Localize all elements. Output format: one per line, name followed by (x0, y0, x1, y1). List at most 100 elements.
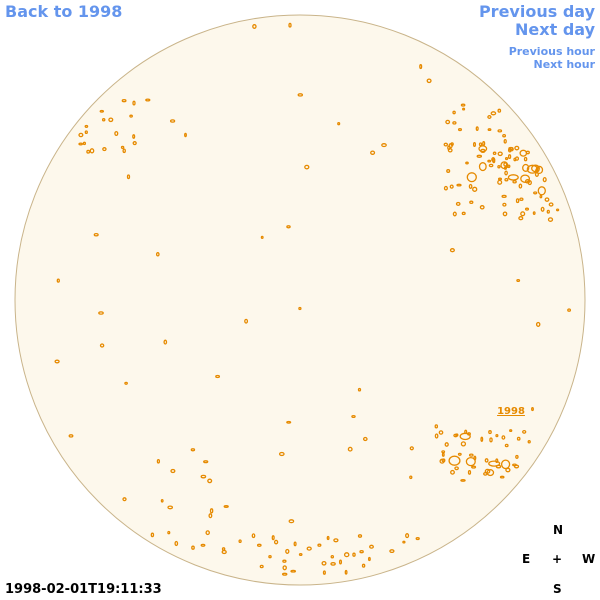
contour-blob (455, 201, 461, 206)
contour-blob (389, 549, 395, 554)
contour-blob (460, 441, 467, 447)
contour-blob (99, 343, 105, 348)
contour-blob (434, 424, 439, 429)
contour-blob (359, 550, 364, 554)
compass-west: W (582, 552, 596, 566)
contour-blob (567, 308, 572, 312)
contour-blob (150, 532, 155, 538)
compass-south: S (553, 582, 562, 596)
contour-blob (256, 543, 262, 547)
contour-blob (259, 564, 264, 569)
solar-disk (14, 14, 586, 586)
contour-blob (478, 145, 488, 153)
contour-blob (497, 164, 501, 169)
contour-blob (472, 141, 477, 148)
contour-blob (200, 543, 206, 547)
contour-blob (362, 436, 368, 442)
contour-blob (288, 519, 295, 524)
back-to-year-link[interactable]: Back to 1998 (5, 2, 123, 21)
contour-blob (439, 458, 445, 464)
contour-blob (321, 560, 327, 566)
contour-blob (443, 142, 449, 147)
contour-blob (501, 194, 507, 199)
contour-blob (535, 321, 541, 327)
contour-blob (184, 132, 187, 138)
contour-blob (129, 114, 133, 118)
contour-blob (409, 475, 413, 480)
contour-blob (516, 436, 521, 441)
contour-blob (89, 148, 95, 154)
contour-blob (120, 145, 125, 150)
contour-blob (126, 174, 131, 180)
contour-blob (207, 478, 213, 484)
contour-blob (215, 374, 221, 379)
contour-blob (281, 572, 288, 576)
contour-blob (419, 64, 423, 70)
observation-timestamp: 1998-02-01T19:11:33 (5, 582, 162, 597)
contour-blob (170, 468, 176, 474)
contour-blob (464, 429, 468, 435)
contour-blob (465, 456, 476, 467)
contour-blob (402, 540, 406, 544)
contour-blob (191, 545, 195, 550)
contour-blob (527, 440, 531, 444)
contour-blob (446, 169, 451, 173)
contour-blob (155, 252, 160, 257)
contour-blob (540, 206, 545, 212)
contour-blob (461, 211, 466, 216)
next-day-link[interactable]: Next day (515, 20, 595, 39)
contour-blob (488, 163, 494, 168)
contour-blob (286, 225, 291, 229)
contour-blob (167, 505, 174, 510)
contour-blob (114, 130, 119, 137)
contour-blob (98, 311, 104, 315)
contour-blob (251, 533, 256, 539)
contour-blob (330, 554, 335, 559)
contour-blob (306, 546, 312, 551)
contour-blob (500, 459, 511, 470)
contour-blob (278, 451, 285, 457)
contour-blob (471, 465, 477, 469)
contour-blob (520, 211, 526, 217)
contour-blob (514, 156, 520, 161)
previous-day-link[interactable]: Previous day (478, 2, 595, 21)
contour-blob (252, 24, 257, 29)
contour-blob (497, 151, 503, 157)
contour-blob (434, 433, 439, 439)
next-hour-link[interactable]: Next hour (533, 58, 596, 71)
contour-blob (468, 183, 473, 189)
contour-blob (221, 549, 227, 555)
compass-center: + (552, 552, 563, 566)
contour-blob (357, 387, 362, 392)
contour-blob (122, 148, 126, 154)
contour-blob (488, 460, 501, 467)
contour-blob (304, 164, 310, 170)
contour-blob (322, 570, 326, 575)
contour-blob (167, 530, 171, 535)
contour-blob (54, 359, 60, 364)
contour-blob (78, 142, 84, 146)
contour-blob (93, 232, 99, 237)
contour-blob (282, 559, 287, 563)
contour-blob (209, 508, 214, 514)
contour-blob (405, 533, 410, 539)
contour-blob (68, 434, 74, 438)
contour-blob (438, 430, 444, 435)
contour-blob (495, 433, 499, 438)
contour-blob (502, 211, 508, 217)
contour-blob (330, 562, 336, 566)
compass-north: N (553, 523, 564, 537)
previous-hour-link[interactable]: Previous hour (508, 45, 595, 58)
contour-blob (203, 460, 209, 464)
contour-blob (121, 99, 127, 103)
contour-blob (486, 469, 495, 477)
contour-blob (537, 186, 546, 196)
contour-blob (525, 150, 530, 155)
contour-blob (84, 124, 89, 128)
contour-blob (452, 211, 457, 217)
contour-blob (381, 143, 387, 148)
contour-blob (457, 128, 463, 132)
contour-blob (518, 216, 524, 221)
region-label-link[interactable]: 1998 (497, 406, 525, 417)
